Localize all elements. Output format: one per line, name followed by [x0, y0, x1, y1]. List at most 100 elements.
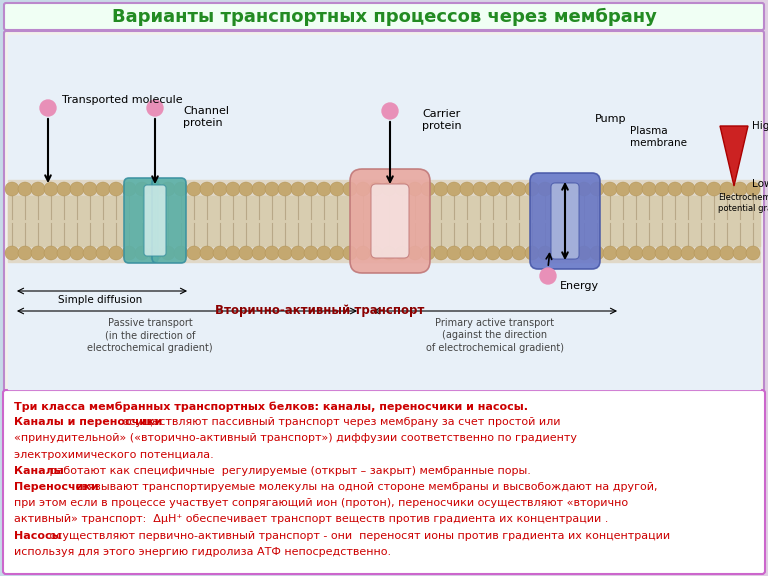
Bar	[737, 0, 741, 576]
Bar	[445, 0, 449, 576]
Circle shape	[486, 182, 500, 196]
Bar	[710, 0, 714, 576]
Bar	[426, 0, 430, 576]
Bar	[753, 0, 756, 576]
Bar	[323, 0, 326, 576]
Circle shape	[187, 246, 201, 260]
Bar	[733, 0, 737, 576]
Circle shape	[265, 182, 279, 196]
Bar	[415, 0, 419, 576]
Circle shape	[148, 246, 162, 260]
Circle shape	[629, 182, 643, 196]
Text: Primary active transport
(against the direction
of electrochemical gradient): Primary active transport (against the di…	[426, 318, 564, 353]
Bar	[388, 0, 392, 576]
Text: Low: Low	[752, 179, 768, 189]
Bar	[303, 0, 307, 576]
Circle shape	[161, 182, 175, 196]
Circle shape	[252, 182, 266, 196]
Text: Simple diffusion: Simple diffusion	[58, 295, 142, 305]
Bar	[488, 0, 492, 576]
Circle shape	[421, 182, 435, 196]
Bar	[730, 0, 733, 576]
Circle shape	[31, 246, 45, 260]
Bar	[276, 0, 280, 576]
Bar	[357, 0, 361, 576]
Bar	[242, 0, 246, 576]
Bar	[564, 0, 568, 576]
Bar	[526, 0, 530, 576]
Bar	[384, 0, 388, 576]
Circle shape	[551, 182, 565, 196]
Circle shape	[408, 246, 422, 260]
Bar	[127, 0, 131, 576]
Bar	[307, 0, 311, 576]
Circle shape	[200, 246, 214, 260]
Bar	[534, 0, 538, 576]
Circle shape	[369, 246, 383, 260]
Bar	[530, 0, 534, 576]
Bar	[238, 0, 242, 576]
Bar	[27, 0, 31, 576]
Bar	[557, 0, 561, 576]
Circle shape	[538, 246, 552, 260]
Circle shape	[382, 103, 398, 119]
Circle shape	[122, 182, 136, 196]
Bar	[664, 0, 668, 576]
Bar	[253, 0, 257, 576]
Bar	[392, 0, 396, 576]
Circle shape	[564, 246, 578, 260]
Circle shape	[31, 182, 45, 196]
Bar	[749, 0, 753, 576]
Circle shape	[577, 246, 591, 260]
Bar	[611, 0, 614, 576]
Circle shape	[512, 246, 526, 260]
Bar	[338, 0, 342, 576]
Circle shape	[382, 246, 396, 260]
Circle shape	[70, 182, 84, 196]
Bar	[595, 0, 599, 576]
Bar	[353, 0, 357, 576]
Bar	[257, 0, 261, 576]
FancyBboxPatch shape	[371, 184, 409, 258]
Bar	[8, 196, 760, 246]
Bar	[234, 0, 238, 576]
Text: Pump: Pump	[595, 114, 627, 124]
Circle shape	[40, 100, 56, 116]
Bar	[346, 0, 349, 576]
Bar	[273, 0, 276, 576]
FancyBboxPatch shape	[3, 390, 765, 574]
Bar	[756, 0, 760, 576]
Bar	[211, 0, 215, 576]
Bar	[699, 0, 703, 576]
Circle shape	[460, 182, 474, 196]
Text: используя для этого энергию гидролиза АТФ непосредственно.: используя для этого энергию гидролиза АТ…	[14, 547, 391, 557]
Circle shape	[213, 182, 227, 196]
Bar	[223, 0, 227, 576]
Bar	[545, 0, 549, 576]
Bar	[104, 0, 108, 576]
Circle shape	[174, 182, 188, 196]
Bar	[31, 0, 35, 576]
Bar	[422, 0, 426, 576]
Circle shape	[590, 182, 604, 196]
Bar	[553, 0, 557, 576]
Bar	[311, 0, 315, 576]
Text: осуществляют первично-активный транспорт - они  переносят ионы против градиента : осуществляют первично-активный транспорт…	[45, 530, 670, 541]
Bar	[745, 0, 749, 576]
Bar	[73, 0, 77, 576]
Bar	[465, 0, 468, 576]
Bar	[265, 0, 269, 576]
Circle shape	[83, 182, 97, 196]
Bar	[676, 0, 680, 576]
Circle shape	[96, 246, 110, 260]
Text: Вторично-активный транспорт: Вторично-активный транспорт	[215, 304, 425, 317]
Bar	[518, 0, 522, 576]
Circle shape	[408, 182, 422, 196]
Bar	[461, 0, 465, 576]
Bar	[515, 0, 518, 576]
Text: Три класса мембранных транспортных белков: каналы, переносчики и насосы.: Три класса мембранных транспортных белко…	[14, 401, 528, 411]
Bar	[419, 0, 422, 576]
Bar	[653, 0, 657, 576]
Bar	[12, 0, 15, 576]
Bar	[184, 0, 188, 576]
